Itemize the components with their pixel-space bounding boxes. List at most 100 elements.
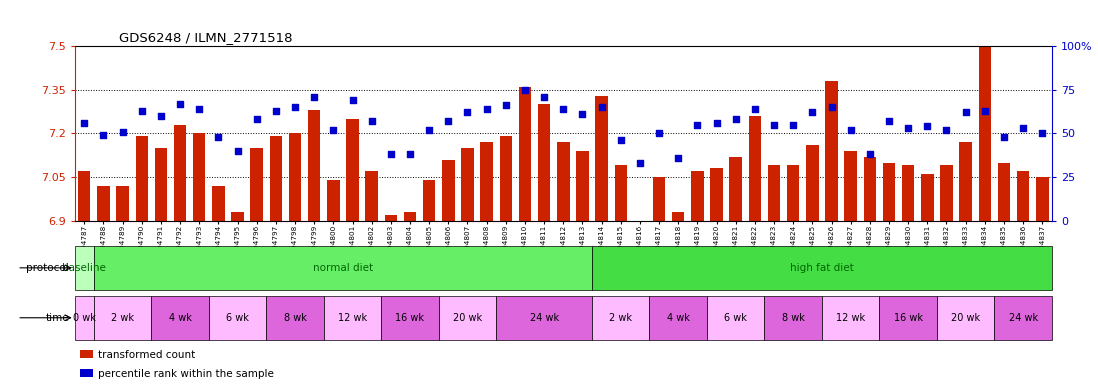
Bar [93, 246, 592, 290]
Bar [93, 296, 152, 340]
Point [287, 104, 304, 110]
Point [439, 118, 457, 124]
Bar [691, 171, 704, 221]
Bar [921, 174, 933, 221]
Bar [749, 116, 761, 221]
Point [956, 109, 974, 116]
Bar [650, 296, 707, 340]
Point [210, 134, 227, 140]
Bar [518, 87, 531, 221]
Bar [615, 166, 627, 221]
Bar [937, 296, 995, 340]
Text: baseline: baseline [63, 263, 107, 273]
Point [976, 108, 994, 114]
Point [938, 127, 955, 133]
Text: GDS6248 / ILMN_2771518: GDS6248 / ILMN_2771518 [119, 31, 292, 44]
Bar [193, 133, 205, 221]
Bar [384, 215, 397, 221]
Text: 2 wk: 2 wk [609, 313, 632, 323]
Bar [135, 136, 148, 221]
Bar [978, 46, 991, 221]
Point [670, 155, 687, 161]
Point [325, 127, 343, 133]
Text: protocol: protocol [26, 263, 69, 273]
Point [727, 116, 744, 122]
Point [861, 151, 878, 157]
Bar [826, 81, 838, 221]
Bar [538, 104, 550, 221]
Text: 24 wk: 24 wk [1009, 313, 1038, 323]
Bar [80, 369, 93, 377]
Point [94, 132, 112, 138]
Bar [768, 166, 781, 221]
Bar [806, 145, 819, 221]
Text: 2 wk: 2 wk [111, 313, 134, 323]
Bar [270, 136, 282, 221]
Bar [672, 212, 684, 221]
Bar [173, 125, 187, 221]
Point [804, 109, 821, 116]
Point [747, 106, 764, 112]
Text: 12 wk: 12 wk [837, 313, 865, 323]
Point [842, 127, 860, 133]
Bar [232, 212, 244, 221]
Text: 4 wk: 4 wk [169, 313, 191, 323]
Bar [729, 157, 742, 221]
Point [899, 125, 917, 131]
Text: 0 wk: 0 wk [72, 313, 96, 323]
Bar [592, 246, 1052, 290]
Bar [822, 296, 879, 340]
Bar [557, 142, 570, 221]
Bar [481, 142, 493, 221]
Point [650, 131, 668, 137]
Text: 6 wk: 6 wk [226, 313, 249, 323]
Point [114, 129, 132, 135]
Bar [267, 296, 324, 340]
Bar [98, 186, 110, 221]
Point [344, 97, 361, 103]
Text: 24 wk: 24 wk [529, 313, 559, 323]
Text: 6 wk: 6 wk [725, 313, 747, 323]
Bar [80, 350, 93, 358]
Bar [1037, 177, 1049, 221]
Bar [152, 296, 209, 340]
Bar [1017, 171, 1029, 221]
Bar [75, 246, 93, 290]
Bar [439, 296, 496, 340]
Bar [940, 166, 953, 221]
Bar [707, 296, 764, 340]
Bar [327, 180, 339, 221]
Text: transformed count: transformed count [98, 350, 195, 360]
Bar [209, 296, 267, 340]
Point [573, 111, 591, 117]
Bar [155, 148, 167, 221]
Point [765, 122, 783, 128]
Point [995, 134, 1012, 140]
Point [133, 108, 150, 114]
Bar [250, 148, 262, 221]
Bar [592, 296, 650, 340]
Bar [995, 296, 1052, 340]
Point [688, 122, 706, 128]
Text: 20 wk: 20 wk [452, 313, 482, 323]
Bar [500, 136, 512, 221]
Point [554, 106, 572, 112]
Point [1015, 125, 1032, 131]
Bar [307, 110, 321, 221]
Text: 12 wk: 12 wk [338, 313, 367, 323]
Point [1033, 131, 1051, 137]
Text: 16 wk: 16 wk [894, 313, 922, 323]
Bar [710, 169, 722, 221]
Bar [75, 296, 93, 340]
Point [459, 109, 477, 116]
Bar [787, 166, 799, 221]
Text: high fat diet: high fat diet [791, 263, 854, 273]
Bar [116, 186, 128, 221]
Point [612, 137, 629, 144]
Point [478, 106, 495, 112]
Bar [576, 151, 589, 221]
Point [153, 113, 170, 119]
Point [305, 94, 323, 100]
Point [822, 104, 840, 110]
Bar [381, 296, 439, 340]
